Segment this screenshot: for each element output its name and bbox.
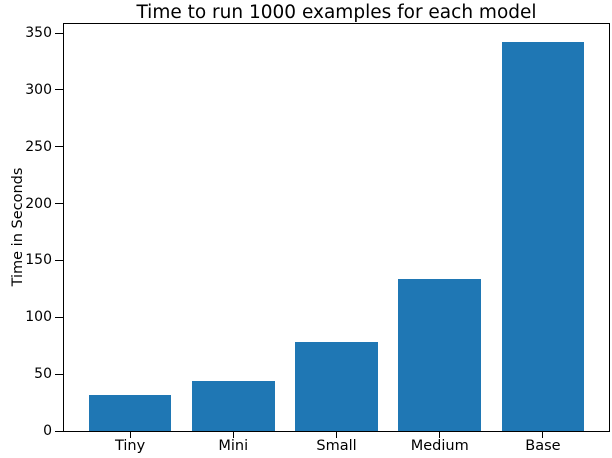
x-axis-tick [232,432,234,438]
bar-tiny [88,394,172,431]
y-tick-label: 100 [25,309,52,326]
x-axis-tick [439,432,441,438]
y-axis-tick [55,259,64,261]
y-axis-tick [55,373,64,375]
chart-title: Time to run 1000 examples for each model [136,2,537,23]
y-axis-tick [55,89,64,91]
bar-medium [398,278,481,431]
y-axis-tick [55,203,64,205]
y-axis-tick [55,32,64,34]
bar-mini [191,380,275,431]
y-tick-label: 300 [25,81,52,98]
x-axis-tick [336,432,337,438]
x-tick-label-tiny: Tiny [114,438,146,454]
y-axis-tick [55,316,64,318]
bar-small [295,342,378,431]
x-axis-tick [129,432,131,438]
plot-area [63,23,610,432]
x-axis-tick [542,432,544,438]
x-tick-label-base: Base [525,438,561,454]
y-tick-label: 200 [25,195,52,212]
y-axis-tick [55,146,64,148]
y-tick-label: 150 [25,252,52,269]
y-tick-label: 0 [43,423,52,439]
y-tick-label: 50 [34,366,52,383]
bar-base [501,42,585,431]
x-tick-label-small: Small [316,438,357,454]
x-tick-label-medium: Medium [410,438,469,454]
x-tick-label-mini: Mini [218,438,249,454]
y-tick-label: 350 [25,25,52,42]
y-tick-label: 250 [25,138,52,155]
y-axis-tick [55,430,64,432]
